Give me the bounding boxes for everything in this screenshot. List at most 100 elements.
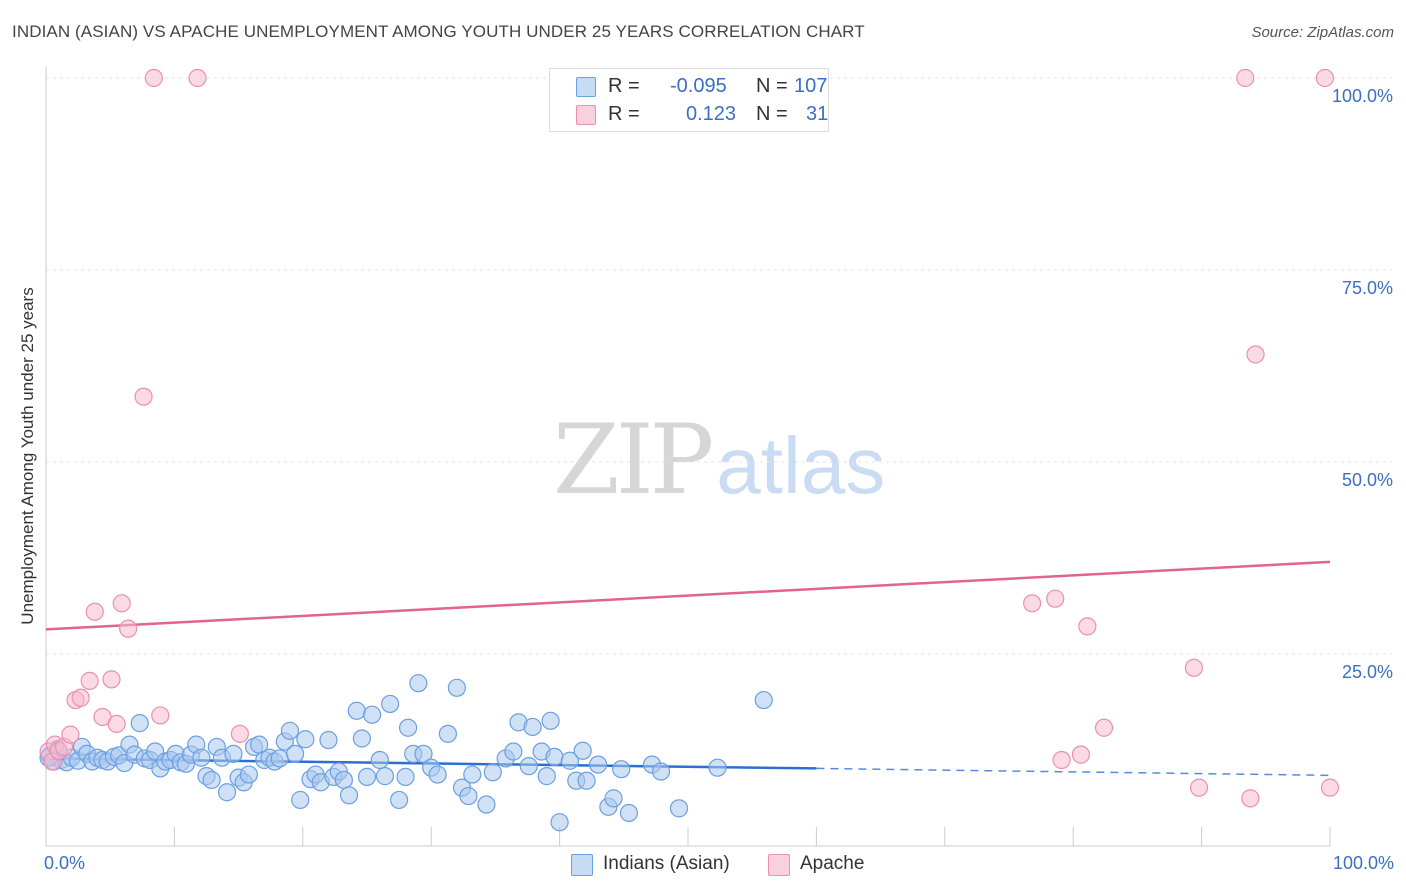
point-indians — [537, 767, 556, 786]
correlation-legend: R = -0.095 N = 107 R = 0.123 N = 31 — [549, 68, 829, 132]
point-indians — [192, 748, 211, 767]
bottom-legend-label: Apache — [800, 853, 865, 874]
point-apache — [1236, 68, 1255, 88]
point-indians — [459, 786, 478, 806]
point-apache — [119, 619, 138, 638]
point-indians — [296, 730, 315, 749]
point-indians — [319, 730, 338, 750]
point-indians — [612, 760, 631, 779]
point-apache — [71, 688, 90, 707]
trend-line-apache — [45, 560, 1331, 631]
point-indians — [291, 790, 310, 810]
point-indians — [370, 750, 389, 770]
point-indians — [396, 767, 415, 786]
point-indians — [754, 690, 773, 710]
point-apache — [85, 602, 104, 621]
legend-r-label: R = — [608, 75, 640, 97]
legend-swatch-blue — [576, 77, 596, 97]
legend-n-value: 107 — [794, 75, 828, 97]
bottom-legend-label: Indians (Asian) — [603, 853, 730, 874]
watermark-zip: ZIP — [553, 404, 714, 516]
point-indians — [483, 763, 502, 782]
point-indians — [375, 767, 395, 786]
point-indians — [357, 767, 377, 786]
point-indians — [619, 803, 639, 823]
trend-line-indians-extension — [816, 767, 1331, 777]
point-indians — [669, 799, 689, 818]
point-indians — [339, 786, 359, 805]
point-apache — [1246, 345, 1265, 364]
legend-n-label: N = — [756, 103, 788, 125]
point-indians — [334, 770, 353, 790]
point-indians — [504, 742, 523, 761]
point-apache — [134, 387, 153, 406]
x-tick-label-left: 0.0% — [44, 853, 85, 873]
point-indians — [438, 724, 457, 743]
point-indians — [202, 770, 221, 790]
chart-source: Source: ZipAtlas.com — [1251, 24, 1394, 41]
point-indians — [545, 747, 564, 767]
chart-title: INDIAN (ASIAN) VS APACHE UNEMPLOYMENT AM… — [12, 22, 865, 41]
point-indians — [363, 705, 382, 724]
point-indians — [414, 744, 433, 763]
point-indians — [130, 714, 149, 733]
point-indians — [447, 678, 466, 697]
bottom-legend-swatch-pink — [768, 854, 790, 876]
point-indians — [651, 762, 671, 781]
point-apache — [1094, 718, 1114, 737]
point-indians — [519, 757, 538, 776]
point-indians — [577, 771, 596, 790]
y-axis-label: Unemployment Among Youth under 25 years — [18, 287, 37, 625]
y-tick-labels: 100.0% 75.0% 50.0% 25.0% — [1332, 86, 1393, 682]
point-indians — [270, 749, 289, 768]
point-indians — [224, 744, 243, 763]
point-indians — [280, 721, 300, 740]
point-apache — [1241, 789, 1260, 808]
point-indians — [217, 783, 237, 802]
trend-lines — [45, 560, 1331, 777]
axes: 0.0% 100.0% — [44, 66, 1394, 873]
point-indians — [477, 795, 496, 814]
legend-swatch-pink — [576, 105, 596, 125]
grid-lines — [46, 77, 1392, 655]
legend-r-label: R = — [608, 103, 640, 125]
y-tick-label: 100.0% — [1332, 86, 1393, 106]
point-indians — [285, 744, 305, 763]
point-apache — [102, 670, 121, 689]
watermark-atlas: atlas — [716, 421, 886, 510]
point-apache — [112, 594, 131, 613]
point-apache — [1071, 745, 1091, 764]
point-apache — [61, 725, 80, 744]
zipatlas-watermark: ZIPatlas — [553, 404, 885, 516]
point-apache — [1046, 589, 1065, 608]
data-points — [39, 68, 1340, 832]
point-apache — [1315, 68, 1334, 88]
y-tick-label: 50.0% — [1342, 470, 1393, 490]
point-apache — [188, 68, 207, 88]
point-apache — [107, 714, 126, 733]
point-indians — [352, 729, 371, 748]
legend-n-label: N = — [756, 75, 788, 97]
legend-n-value: 31 — [806, 103, 829, 125]
point-apache — [1052, 750, 1071, 770]
y-tick-label: 25.0% — [1342, 662, 1393, 682]
legend-r-value: -0.095 — [670, 75, 727, 97]
point-indians — [347, 701, 366, 720]
point-indians — [708, 758, 727, 777]
point-apache — [80, 671, 99, 690]
point-indians — [523, 717, 542, 737]
point-apache — [1189, 778, 1209, 797]
legend-r-value: 0.123 — [686, 103, 737, 125]
point-indians — [573, 741, 592, 760]
point-indians — [390, 790, 409, 810]
point-apache — [1023, 594, 1042, 613]
x-tick-label-right: 100.0% — [1333, 853, 1394, 873]
point-indians — [463, 765, 482, 784]
point-indians — [239, 765, 258, 784]
point-indians — [541, 711, 560, 730]
point-apache — [1078, 617, 1097, 636]
point-apache — [230, 724, 249, 743]
point-indians — [604, 789, 623, 808]
bottom-legend-swatch-blue — [571, 854, 593, 876]
